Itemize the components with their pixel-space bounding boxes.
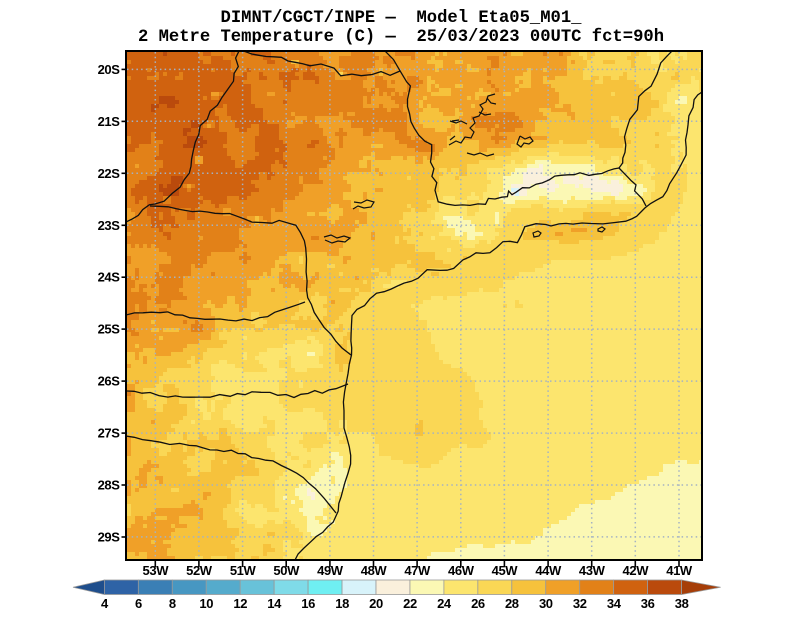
svg-text:36: 36 <box>641 596 655 611</box>
svg-text:48W: 48W <box>361 563 388 578</box>
svg-text:20S: 20S <box>98 62 121 77</box>
svg-text:4: 4 <box>101 596 109 611</box>
svg-text:27S: 27S <box>98 426 121 441</box>
svg-text:34: 34 <box>607 596 622 611</box>
svg-text:22S: 22S <box>98 166 121 181</box>
svg-text:2 Metre Temperature (C) — 25/: 2 Metre Temperature (C) — 25/03/2023 00U… <box>138 28 664 47</box>
svg-text:18: 18 <box>335 596 349 611</box>
svg-text:50W: 50W <box>273 563 300 578</box>
svg-text:30: 30 <box>539 596 553 611</box>
svg-text:43W: 43W <box>579 563 606 578</box>
svg-text:20: 20 <box>369 596 383 611</box>
svg-text:49W: 49W <box>317 563 344 578</box>
svg-text:22: 22 <box>403 596 417 611</box>
svg-text:8: 8 <box>169 596 176 611</box>
svg-text:24S: 24S <box>98 270 121 285</box>
svg-text:16: 16 <box>301 596 315 611</box>
svg-text:53W: 53W <box>143 563 170 578</box>
svg-text:28: 28 <box>505 596 519 611</box>
svg-text:28S: 28S <box>98 478 121 493</box>
svg-text:26S: 26S <box>98 374 121 389</box>
svg-text:32: 32 <box>573 596 587 611</box>
svg-text:6: 6 <box>135 596 142 611</box>
svg-text:42W: 42W <box>623 563 650 578</box>
svg-text:14: 14 <box>267 596 282 611</box>
svg-text:23S: 23S <box>98 218 121 233</box>
svg-text:21S: 21S <box>98 114 121 129</box>
svg-text:DIMNT/CGCT/INPE — Model Eta05: DIMNT/CGCT/INPE — Model Eta05_M01_ <box>221 9 583 28</box>
svg-text:29S: 29S <box>98 530 121 545</box>
svg-text:47W: 47W <box>404 563 431 578</box>
svg-text:46W: 46W <box>448 563 475 578</box>
svg-text:25S: 25S <box>98 322 121 337</box>
svg-text:44W: 44W <box>535 563 562 578</box>
svg-text:24: 24 <box>437 596 452 611</box>
svg-text:41W: 41W <box>666 563 693 578</box>
svg-text:38: 38 <box>675 596 689 611</box>
svg-text:51W: 51W <box>230 563 257 578</box>
svg-text:45W: 45W <box>492 563 519 578</box>
svg-text:10: 10 <box>199 596 213 611</box>
svg-text:52W: 52W <box>186 563 213 578</box>
svg-text:26: 26 <box>471 596 485 611</box>
svg-text:12: 12 <box>233 596 247 611</box>
